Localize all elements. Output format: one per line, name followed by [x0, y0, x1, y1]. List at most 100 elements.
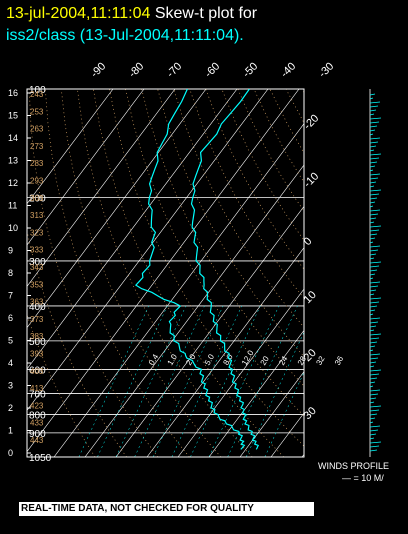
- isotherm-line: [27, 89, 114, 205]
- wind-barb: [369, 109, 377, 112]
- wind-barb: [369, 97, 374, 100]
- dry-adiabat-line: [28, 89, 159, 457]
- wind-barb: [369, 389, 381, 392]
- wind-barb: [369, 381, 376, 384]
- dewpoint-profile: [134, 89, 246, 450]
- isotherm-line: [27, 89, 145, 246]
- wind-barb: [369, 449, 378, 452]
- wind-barb: [369, 169, 374, 172]
- dry-adiabat-label: 443: [30, 436, 44, 445]
- wind-barb: [369, 421, 374, 424]
- pressure-label: 700: [29, 390, 46, 401]
- isotherm-line: [239, 371, 304, 457]
- pressure-label: 600: [29, 365, 46, 376]
- wind-barb: [369, 329, 375, 332]
- isotherm-line: [115, 205, 304, 457]
- mixing-ratio-label: 20: [259, 354, 272, 367]
- chart-date: 13-jul-2004,11:11:04: [6, 5, 151, 22]
- chart-header: 13-jul-2004,11:11:04 Skew-t plot for iss…: [6, 3, 257, 47]
- height-label: 3: [8, 381, 13, 391]
- winds-profile-label: WINDS PROFILE: [318, 461, 389, 471]
- wind-barb: [369, 209, 381, 212]
- mixing-ratio-line: [134, 305, 205, 457]
- wind-barb: [369, 233, 378, 236]
- dry-adiabat-label: 423: [30, 401, 44, 410]
- pressure-label: 900: [29, 429, 46, 440]
- wind-barb: [369, 317, 381, 320]
- pressure-label: 200: [29, 193, 46, 204]
- wind-barb: [369, 321, 379, 324]
- wind-barb: [369, 401, 375, 404]
- wind-barb: [369, 181, 377, 184]
- dry-adiabat-label: 333: [30, 246, 44, 255]
- dry-adiabat-label: 403: [30, 367, 44, 376]
- wind-barb: [369, 225, 382, 228]
- wind-barb: [369, 133, 374, 136]
- wind-barb: [369, 277, 374, 280]
- pressure-label: 400: [29, 302, 46, 313]
- wind-barb: [369, 137, 381, 140]
- dry-adiabat-label: 253: [30, 107, 44, 116]
- dry-adiabat-label: 373: [30, 315, 44, 324]
- wind-barb: [369, 385, 374, 388]
- wind-barb: [369, 341, 378, 344]
- quality-disclaimer: REAL-TIME DATA, NOT CHECKED FOR QUALITY: [19, 502, 314, 516]
- dry-adiabat-label: 283: [30, 159, 44, 168]
- wind-barb: [369, 253, 377, 256]
- dry-adiabat-line: [27, 313, 96, 457]
- height-label: 15: [8, 111, 18, 121]
- wind-barb: [369, 125, 378, 128]
- wind-barb: [369, 101, 381, 104]
- wind-barb: [369, 161, 378, 164]
- height-label: 11: [8, 201, 17, 211]
- dry-adiabat-label: 323: [30, 228, 44, 237]
- wind-barb: [369, 349, 374, 352]
- wind-barb: [369, 165, 376, 168]
- wind-barb: [369, 273, 376, 276]
- height-label: 16: [8, 88, 18, 98]
- temperature-label-top: -40: [279, 60, 299, 80]
- isotherm-line: [27, 89, 176, 287]
- wind-barb: [369, 445, 380, 448]
- wind-barb: [369, 117, 382, 120]
- wind-barb: [369, 417, 376, 420]
- wind-barb: [369, 229, 380, 232]
- wind-barb: [369, 141, 379, 144]
- wind-barb: [369, 149, 375, 152]
- wind-barb: [369, 221, 375, 224]
- wind-barb: [369, 333, 382, 336]
- wind-barb: [369, 309, 376, 312]
- height-label: 14: [8, 133, 18, 143]
- wind-barb: [369, 205, 374, 208]
- wind-barb: [369, 373, 380, 376]
- wind-barb: [369, 441, 382, 444]
- wind-barb: [369, 245, 381, 248]
- height-label: 2: [8, 403, 13, 413]
- temperature-profile: [190, 89, 260, 450]
- dry-adiabat-line: [205, 89, 304, 270]
- dry-adiabat-line: [60, 89, 222, 457]
- wind-barb: [369, 93, 376, 96]
- wind-barb: [369, 145, 377, 148]
- wind-barb: [369, 201, 376, 204]
- wind-barb: [369, 193, 380, 196]
- dry-adiabat-label: 433: [30, 419, 44, 428]
- dry-adiabat-label: 293: [30, 177, 44, 186]
- dry-adiabat-line: [109, 89, 304, 447]
- wind-barb: [369, 281, 381, 284]
- wind-barb: [369, 297, 382, 300]
- pressure-label: 1050: [29, 453, 52, 464]
- mixing-ratio-line: [208, 305, 280, 457]
- dry-adiabat-line: [334, 89, 408, 457]
- wind-barb: [369, 377, 378, 380]
- wind-barb: [369, 409, 380, 412]
- wind-barb: [369, 345, 376, 348]
- mixing-ratio-line: [171, 305, 242, 457]
- dry-adiabat-line: [77, 89, 253, 457]
- wind-barb: [369, 153, 382, 156]
- temperature-label-top: -70: [165, 60, 185, 80]
- wind-barb: [369, 285, 379, 288]
- wind-barb: [369, 249, 379, 252]
- wind-barb: [369, 369, 382, 372]
